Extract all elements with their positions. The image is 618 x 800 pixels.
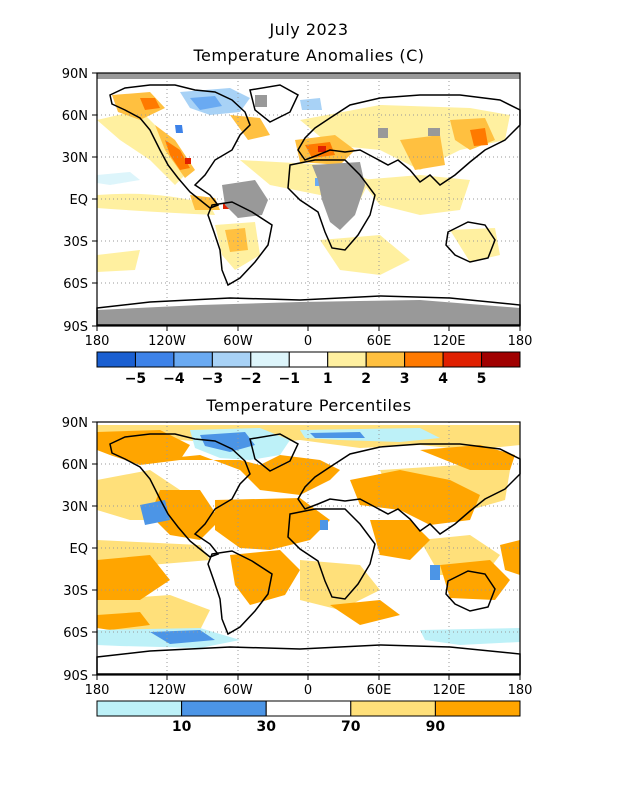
colorbar-label: 2 — [361, 371, 371, 387]
lon-label: 120W — [148, 334, 186, 349]
percentile-gridlines — [97, 422, 520, 675]
percentile-lon-labels: 180 120W 60W 0 60E 120E 180 — [85, 683, 533, 698]
lat-label: 60N — [62, 109, 88, 124]
lat-label: 60S — [63, 626, 88, 641]
colorbar-label: −2 — [240, 371, 261, 387]
colorbar-swatch — [265, 700, 352, 717]
main-title: July 2023 — [269, 20, 349, 39]
colorbar-swatch — [350, 700, 436, 717]
percentile-lat-labels: 90N 60N 30N EQ 30S 60S 90S — [62, 416, 88, 684]
lon-label: 0 — [304, 334, 312, 349]
colorbar-label: 90 — [426, 719, 446, 735]
colorbar-swatch — [365, 351, 406, 368]
lon-label: 0 — [304, 683, 312, 698]
lon-label: 60W — [223, 683, 253, 698]
lat-label: 30S — [63, 584, 88, 599]
lat-label: 90N — [62, 67, 88, 82]
lon-label: 60E — [367, 683, 392, 698]
percentile-colorbar: 10 30 70 90 — [96, 700, 521, 735]
percentile-shading — [97, 425, 520, 648]
colorbar-swatch — [96, 351, 136, 368]
colorbar-label: 1 — [323, 371, 333, 387]
lat-label: 90S — [63, 320, 88, 335]
lat-label: EQ — [70, 542, 88, 557]
colorbar-label: −1 — [279, 371, 300, 387]
colorbar-label: −4 — [163, 371, 185, 387]
colorbar-label: 5 — [477, 371, 487, 387]
lat-label: 90N — [62, 416, 88, 431]
colorbar-swatch — [442, 351, 483, 368]
colorbar-swatch — [327, 351, 367, 368]
lat-label: 60S — [63, 277, 88, 292]
colorbar-swatch — [211, 351, 252, 368]
lat-label: 90S — [63, 669, 88, 684]
colorbar-swatch — [250, 351, 290, 368]
colorbar-label: −5 — [125, 371, 146, 387]
colorbar-label: 10 — [172, 719, 192, 735]
anomalies-title: Temperature Anomalies (C) — [193, 46, 425, 65]
anomaly-map: 90N 60N 30N EQ 30S 60S 90S 180 120W 60W … — [62, 67, 533, 349]
anomaly-colorbar: −5 −4 −3 −2 −1 1 2 3 4 5 — [96, 351, 521, 387]
lon-label: 180 — [508, 334, 533, 349]
lon-label: 60E — [367, 334, 392, 349]
lon-label: 120W — [148, 683, 186, 698]
anomaly-lat-labels: 90N 60N 30N EQ 30S 60S 90S — [62, 67, 88, 335]
colorbar-label: 3 — [400, 371, 410, 387]
anomaly-lon-labels: 180 120W 60W 0 60E 120E 180 — [85, 334, 533, 349]
anomaly-shading — [97, 88, 510, 275]
lat-label: 30N — [62, 500, 88, 515]
colorbar-label: −3 — [202, 371, 223, 387]
lat-label: 60N — [62, 458, 88, 473]
colorbar-swatch — [434, 700, 521, 717]
lat-label: EQ — [70, 193, 88, 208]
lon-label: 180 — [508, 683, 533, 698]
colorbar-swatch — [481, 351, 521, 368]
lat-label: 30N — [62, 151, 88, 166]
colorbar-label: 30 — [256, 719, 276, 735]
lon-label: 180 — [85, 683, 110, 698]
colorbar-swatch — [404, 351, 444, 368]
percentiles-title: Temperature Percentiles — [206, 396, 412, 415]
colorbar-swatch — [173, 351, 213, 368]
colorbar-swatch — [181, 700, 267, 717]
lat-label: 30S — [63, 235, 88, 250]
anomaly-gridlines — [97, 73, 520, 326]
colorbar-swatch — [288, 351, 329, 368]
colorbar-label: 70 — [341, 719, 361, 735]
lon-label: 60W — [223, 334, 253, 349]
colorbar-swatch — [134, 351, 175, 368]
lon-label: 120E — [432, 334, 465, 349]
colorbar-label: 4 — [438, 371, 448, 387]
percentile-map: 90N 60N 30N EQ 30S 60S 90S 180 120W 60W … — [62, 416, 533, 698]
lon-label: 180 — [85, 334, 110, 349]
lon-label: 120E — [432, 683, 465, 698]
colorbar-swatch — [96, 700, 183, 717]
